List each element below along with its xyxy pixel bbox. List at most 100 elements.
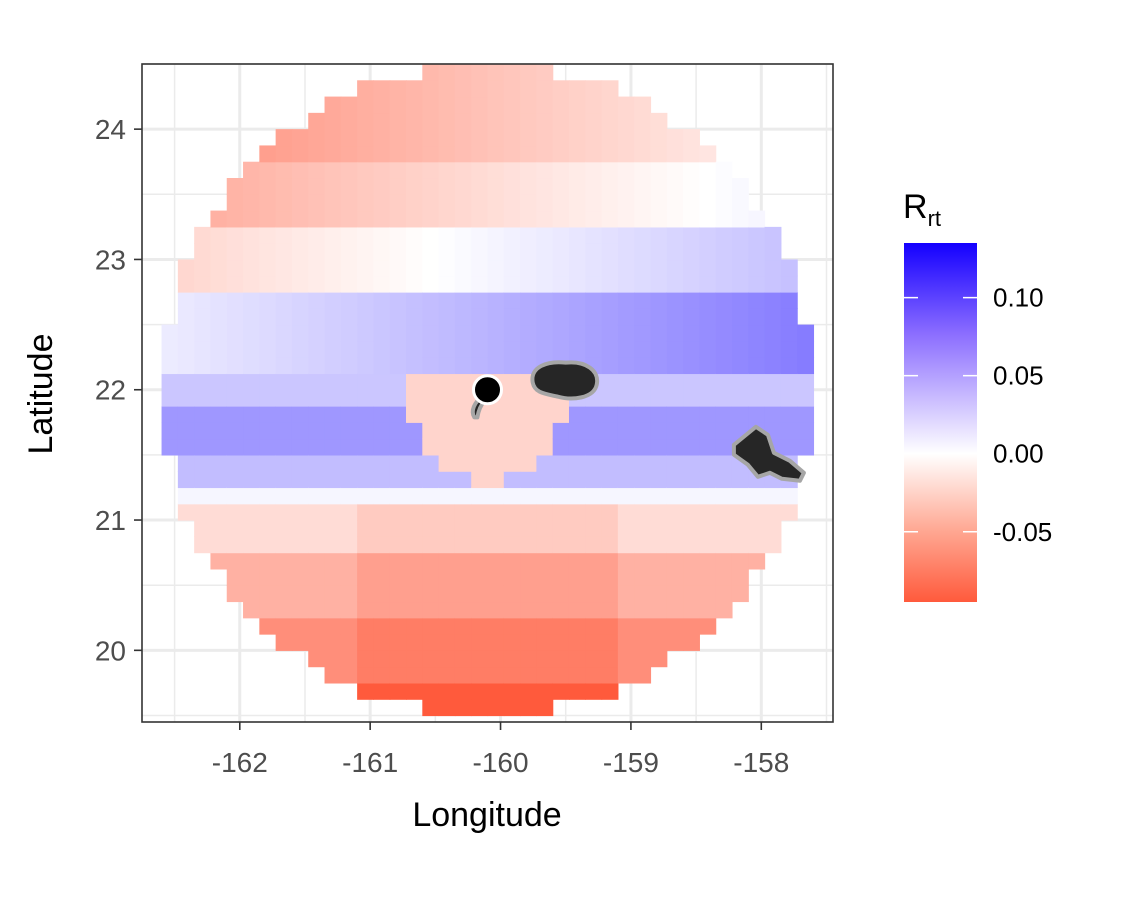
- heatmap-cell: [520, 471, 537, 489]
- heatmap-cell: [536, 585, 554, 603]
- heatmap-cell: [373, 471, 391, 489]
- heatmap-cell: [275, 487, 293, 505]
- heatmap-cell: [520, 80, 537, 98]
- heatmap-cell: [520, 145, 537, 163]
- x-tick-label: -161: [342, 747, 398, 778]
- heatmap-cell: [520, 292, 537, 309]
- marker-point: [472, 374, 503, 406]
- heatmap-cell: [438, 617, 456, 635]
- heatmap-cell: [552, 536, 570, 554]
- heatmap-cell: [340, 389, 358, 407]
- heatmap-cell: [275, 422, 293, 440]
- heatmap-cell: [568, 585, 586, 603]
- heatmap-cell: [275, 585, 293, 603]
- heatmap-cell: [340, 438, 358, 456]
- heatmap-cell: [715, 324, 733, 342]
- heatmap-cell: [568, 634, 586, 651]
- heatmap-cell: [406, 552, 423, 570]
- heatmap-cell: [438, 64, 456, 81]
- heatmap-cell: [340, 487, 358, 505]
- heatmap-cell: [308, 178, 326, 195]
- heatmap-cell: [308, 503, 326, 521]
- heatmap-cell: [438, 226, 456, 244]
- heatmap-cell: [243, 259, 260, 277]
- heatmap-cell: [634, 585, 652, 603]
- heatmap-cell: [291, 226, 309, 244]
- heatmap-cell: [536, 308, 554, 326]
- heatmap-cell: [210, 438, 228, 456]
- heatmap-cell: [406, 682, 423, 700]
- heatmap-cell: [308, 145, 326, 163]
- heatmap-cell: [438, 357, 456, 375]
- legend-colorbar: [904, 243, 977, 602]
- heatmap-cell: [389, 259, 407, 277]
- heatmap-cell: [194, 373, 212, 391]
- heatmap-cell: [617, 454, 635, 472]
- heatmap-cell: [748, 389, 766, 407]
- heatmap-cell: [585, 650, 603, 668]
- heatmap-cell: [226, 194, 244, 212]
- heatmap-cell: [471, 96, 489, 114]
- heatmap-cell: [699, 438, 717, 456]
- heatmap-cell: [650, 275, 668, 293]
- heatmap-cell: [568, 145, 586, 163]
- heatmap-cell: [291, 389, 309, 407]
- heatmap-cell: [666, 275, 684, 293]
- heatmap-cell: [406, 178, 423, 195]
- heatmap-cell: [520, 682, 537, 700]
- heatmap-cell: [259, 471, 277, 489]
- heatmap-cell: [389, 96, 407, 114]
- heatmap-cell: [487, 682, 505, 700]
- heatmap-cell: [683, 438, 700, 456]
- heatmap-cell: [194, 226, 212, 244]
- heatmap-cell: [699, 422, 717, 440]
- heatmap-cell: [210, 357, 228, 375]
- heatmap-cell: [177, 422, 195, 440]
- heatmap-cell: [487, 650, 505, 668]
- heatmap-cell: [585, 471, 603, 489]
- heatmap-cell: [552, 259, 570, 277]
- heatmap-cell: [438, 536, 456, 554]
- heatmap-cell: [585, 194, 603, 212]
- heatmap-cell: [617, 210, 635, 228]
- heatmap-cell: [585, 422, 603, 440]
- heatmap-cell: [715, 471, 733, 489]
- y-tick-label: 24: [95, 114, 126, 145]
- heatmap-cell: [275, 178, 293, 195]
- heatmap-cell: [340, 373, 358, 391]
- heatmap-cell: [536, 568, 554, 586]
- heatmap-cell: [308, 601, 326, 619]
- heatmap-cell: [731, 487, 749, 505]
- heatmap-cell: [340, 178, 358, 195]
- heatmap-cell: [438, 259, 456, 277]
- x-axis-title: Longitude: [412, 796, 561, 834]
- heatmap-cell: [471, 471, 489, 489]
- heatmap-cell: [487, 292, 505, 309]
- heatmap-cell: [780, 487, 798, 505]
- heatmap-cell: [259, 568, 277, 586]
- heatmap-cell: [552, 520, 570, 537]
- heatmap-cell: [601, 454, 619, 472]
- heatmap-cell: [634, 259, 652, 277]
- heatmap-cell: [552, 568, 570, 586]
- heatmap-cell: [601, 226, 619, 244]
- heatmap-cell: [471, 503, 489, 521]
- heatmap-cell: [683, 536, 700, 554]
- heatmap-cell: [422, 112, 440, 130]
- heatmap-cell: [226, 357, 244, 375]
- heatmap-cell: [699, 536, 717, 554]
- heatmap-cell: [520, 487, 537, 505]
- heatmap-cell: [715, 373, 733, 391]
- heatmap-cell: [340, 585, 358, 603]
- heatmap-cell: [340, 292, 358, 309]
- heatmap-cell: [243, 520, 260, 537]
- heatmap-cell: [194, 340, 212, 358]
- heatmap-cell: [291, 454, 309, 472]
- heatmap-cell: [699, 471, 717, 489]
- heatmap-cell: [536, 503, 554, 521]
- heatmap-cell: [389, 585, 407, 603]
- heatmap-cell: [520, 520, 537, 537]
- heatmap-cell: [650, 585, 668, 603]
- heatmap-cell: [308, 585, 326, 603]
- heatmap-cell: [243, 243, 260, 261]
